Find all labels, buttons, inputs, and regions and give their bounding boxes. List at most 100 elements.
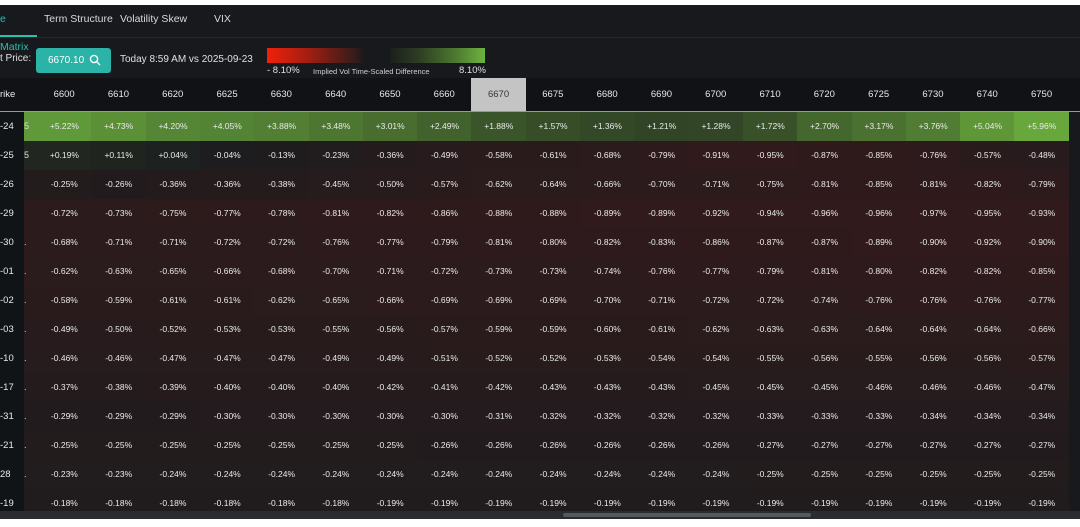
matrix-cell[interactable]: -0.53% <box>580 344 635 373</box>
matrix-cell[interactable]: -0.57% <box>417 170 472 199</box>
matrix-cell[interactable]: -0.85% <box>1014 257 1070 286</box>
matrix-cell[interactable]: -0.40% <box>254 373 309 402</box>
strike-header-cell[interactable]: 6725 <box>868 89 890 100</box>
matrix-cell[interactable]: -0.24% <box>417 460 472 489</box>
matrix-cell[interactable]: -0.25% <box>742 460 798 489</box>
matrix-cell[interactable]: -0.47% <box>145 344 201 373</box>
matrix-cell[interactable]: -0.54% <box>634 344 690 373</box>
matrix-cell[interactable]: -0.42% <box>471 373 527 402</box>
strike-header-cell[interactable]: 6630 <box>270 89 292 100</box>
strike-header-cell[interactable]: 6660 <box>433 89 455 100</box>
matrix-cell[interactable]: +5.96% <box>1014 112 1070 141</box>
matrix-cell[interactable]: -0.61% <box>634 315 690 344</box>
matrix-cell[interactable]: -0.69% <box>471 286 527 315</box>
matrix-cell[interactable]: -0.50% <box>362 170 418 199</box>
matrix-cell[interactable]: -0.70% <box>308 257 364 286</box>
matrix-cell[interactable]: -0.89% <box>580 199 635 228</box>
matrix-cell[interactable]: -0.46% <box>851 373 907 402</box>
matrix-cell[interactable]: -0.73% <box>471 257 527 286</box>
matrix-cell[interactable]: -0.63% <box>742 315 798 344</box>
matrix-cell[interactable]: -0.25% <box>91 431 147 460</box>
matrix-cell[interactable]: -0.87% <box>797 228 852 257</box>
matrix-cell[interactable]: -0.26% <box>688 431 744 460</box>
matrix-cell[interactable]: -0.63% <box>91 257 147 286</box>
matrix-cell[interactable]: -0.86% <box>688 228 744 257</box>
matrix-cell[interactable]: -0.27% <box>851 431 907 460</box>
matrix-cell[interactable]: -0.90% <box>1014 228 1070 257</box>
horizontal-scrollbar[interactable] <box>0 511 1080 519</box>
matrix-cell[interactable]: -0.79% <box>634 141 690 170</box>
matrix-cell[interactable]: -0.32% <box>634 402 690 431</box>
matrix-cell[interactable]: -0.23% <box>308 141 364 170</box>
matrix-cell[interactable]: -0.36% <box>145 170 201 199</box>
matrix-cell[interactable]: +3.17% <box>851 112 907 141</box>
matrix-cell[interactable]: -0.33% <box>797 402 852 431</box>
matrix-cell[interactable]: -0.26% <box>525 431 581 460</box>
matrix-cell[interactable]: -0.46% <box>91 344 147 373</box>
matrix-cell[interactable]: -0.77% <box>362 228 418 257</box>
matrix-cell[interactable]: -0.25% <box>199 431 255 460</box>
matrix-cell[interactable]: -0.40% <box>308 373 364 402</box>
matrix-cell[interactable]: -0.88% <box>525 199 581 228</box>
matrix-cell[interactable]: -0.79% <box>742 257 798 286</box>
matrix-cell[interactable]: -0.71% <box>688 170 744 199</box>
strike-header-cell[interactable]: 6700 <box>705 89 727 100</box>
strike-header-cell[interactable]: 6625 <box>216 89 238 100</box>
matrix-cell[interactable]: -0.74% <box>797 286 852 315</box>
matrix-cell[interactable]: -0.24% <box>580 460 635 489</box>
matrix-cell[interactable]: -0.24% <box>308 460 364 489</box>
matrix-cell[interactable]: -0.59% <box>471 315 527 344</box>
tab-matrix[interactable]: e Matrix <box>0 5 37 53</box>
matrix-cell[interactable]: -0.81% <box>471 228 527 257</box>
matrix-cell[interactable]: -0.93% <box>1014 199 1070 228</box>
matrix-cell[interactable]: -0.34% <box>1014 402 1070 431</box>
matrix-cell[interactable]: -0.49% <box>417 141 472 170</box>
matrix-cell[interactable]: +1.57% <box>525 112 581 141</box>
matrix-cell[interactable]: -0.24% <box>688 460 744 489</box>
matrix-cell[interactable]: -0.40% <box>199 373 255 402</box>
matrix-cell[interactable]: -0.62% <box>471 170 527 199</box>
matrix-cell[interactable]: -0.25% <box>960 460 1015 489</box>
matrix-cell[interactable]: +1.72% <box>742 112 798 141</box>
matrix-cell[interactable]: -0.54% <box>688 344 744 373</box>
matrix-cell[interactable]: -0.25% <box>851 460 907 489</box>
matrix-cell[interactable]: -0.25% <box>1014 460 1070 489</box>
matrix-cell[interactable]: -0.83% <box>634 228 690 257</box>
matrix-cell[interactable]: -0.45% <box>688 373 744 402</box>
matrix-cell[interactable]: -0.72% <box>37 199 92 228</box>
matrix-cell[interactable]: +3.88% <box>254 112 309 141</box>
matrix-cell[interactable]: -0.59% <box>91 286 147 315</box>
matrix-cell[interactable]: -0.76% <box>905 141 961 170</box>
matrix-cell[interactable]: -0.56% <box>362 315 418 344</box>
matrix-cell[interactable]: +4.73% <box>91 112 147 141</box>
matrix-cell[interactable]: -0.95% <box>960 199 1015 228</box>
matrix-cell[interactable]: -0.73% <box>525 257 581 286</box>
strike-header-cell[interactable]: 6600 <box>53 89 75 100</box>
matrix-cell[interactable]: +1.28% <box>688 112 744 141</box>
matrix-cell[interactable]: -0.81% <box>797 257 852 286</box>
matrix-cell[interactable]: -0.48% <box>1014 141 1070 170</box>
matrix-cell[interactable]: -0.24% <box>145 460 201 489</box>
matrix-cell[interactable]: -0.89% <box>634 199 690 228</box>
matrix-cell[interactable]: -0.43% <box>525 373 581 402</box>
matrix-cell[interactable]: -0.25% <box>362 431 418 460</box>
matrix-cell[interactable]: -0.49% <box>308 344 364 373</box>
matrix-cell[interactable]: -0.25% <box>37 431 92 460</box>
strike-header-cell[interactable]: 6640 <box>325 89 347 100</box>
matrix-cell[interactable]: -0.26% <box>580 431 635 460</box>
matrix-cell[interactable]: -0.32% <box>525 402 581 431</box>
strike-header-cell[interactable]: 6750 <box>1030 89 1053 100</box>
matrix-cell[interactable]: -0.53% <box>199 315 255 344</box>
matrix-cell[interactable]: -0.25% <box>254 431 309 460</box>
matrix-cell[interactable]: -0.57% <box>960 141 1015 170</box>
matrix-cell[interactable]: -0.68% <box>37 228 92 257</box>
scrollbar-thumb[interactable] <box>563 513 811 517</box>
matrix-cell[interactable]: -0.39% <box>145 373 201 402</box>
matrix-cell[interactable]: -0.70% <box>634 170 690 199</box>
matrix-cell[interactable]: -0.63% <box>797 315 852 344</box>
matrix-cell[interactable]: -0.33% <box>851 402 907 431</box>
matrix-cell[interactable]: -0.25% <box>308 431 364 460</box>
matrix-cell[interactable]: -0.78% <box>254 199 309 228</box>
matrix-cell[interactable]: -0.52% <box>145 315 201 344</box>
matrix-cell[interactable]: -0.57% <box>417 315 472 344</box>
